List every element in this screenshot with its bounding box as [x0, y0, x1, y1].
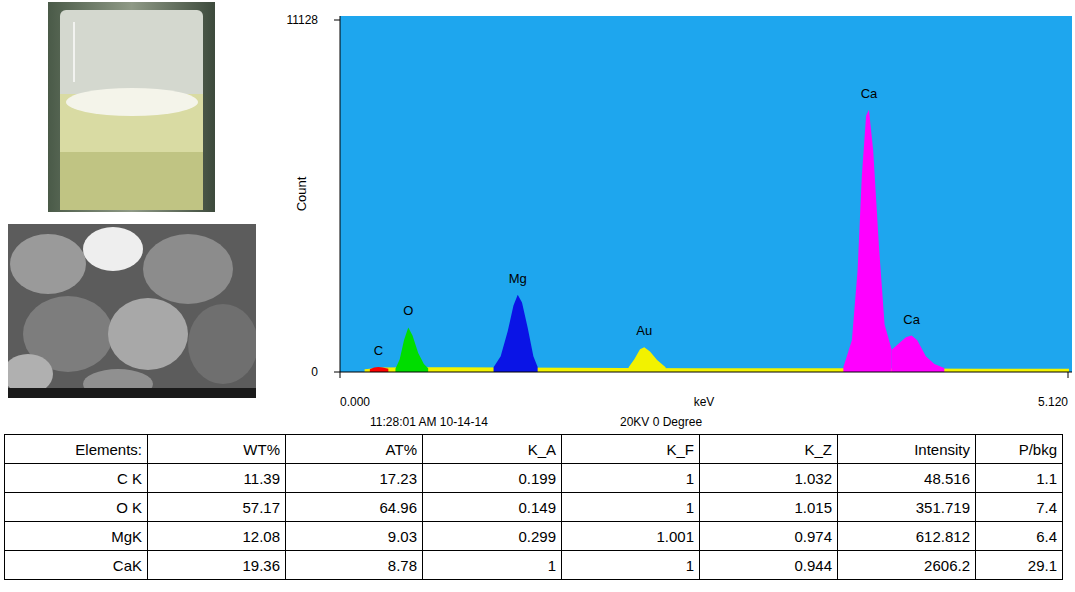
x-tick-label: 5.120	[1038, 395, 1068, 409]
table-cell: 0.944	[700, 551, 838, 580]
peak-area	[370, 367, 388, 372]
sem-photo	[8, 224, 256, 398]
x-axis-title: keV	[694, 395, 715, 409]
beaker-glass	[60, 10, 203, 210]
table-cell: 57.17	[148, 493, 286, 522]
table-cell: 0.149	[423, 493, 562, 522]
table-cell: 11.39	[148, 464, 286, 493]
peak-label: Ca	[903, 312, 920, 327]
table-cell: 1.015	[700, 493, 838, 522]
table-cell: 351.719	[838, 493, 976, 522]
plot-background	[340, 16, 1072, 372]
table-cell: 19.36	[148, 551, 286, 580]
table-cell: 612.812	[838, 522, 976, 551]
table-cell: 1.1	[976, 464, 1063, 493]
table-cell: 1	[423, 551, 562, 580]
particle	[10, 234, 86, 294]
header-cell: Intensity	[838, 435, 976, 464]
particle	[188, 304, 256, 384]
peak-area	[892, 336, 945, 372]
spectrum-chart: C O Mg Au Ca Ca 0 11128 0.000 5.120 keV Count 11:28:…	[0, 0, 1075, 434]
table-cell: 1	[562, 551, 700, 580]
x-tick	[1068, 372, 1069, 378]
table-cell: 9.03	[286, 522, 423, 551]
peak-label: O	[403, 303, 413, 318]
sediment	[60, 152, 203, 210]
header-cell: Elements:	[5, 435, 148, 464]
particle	[143, 234, 233, 304]
table-cell: 0.974	[700, 522, 838, 551]
table-cell: 0.199	[423, 464, 562, 493]
annotation: 11:28:01 AM 10-14-14	[370, 415, 488, 429]
y-tick-label: 11128	[286, 13, 318, 27]
header-cell: K_Z	[700, 435, 838, 464]
table-cell: 8.78	[286, 551, 423, 580]
table-header: Elements:WT%AT%K_AK_FK_ZIntensityP/bkg	[5, 435, 1063, 464]
table-row: O K57.1764.960.14911.015351.7197.4	[5, 493, 1063, 522]
table-cell: 7.4	[976, 493, 1063, 522]
table-cell: 29.1	[976, 551, 1063, 580]
table-cell: 17.23	[286, 464, 423, 493]
table-row: MgK12.089.030.2991.0010.974612.8126.4	[5, 522, 1063, 551]
y-tick	[334, 20, 340, 21]
table-cell: 48.516	[838, 464, 976, 493]
beaker-photo	[48, 2, 215, 212]
header-cell: WT%	[148, 435, 286, 464]
peak-label: Ca	[861, 86, 878, 101]
table-cell: 0.299	[423, 522, 562, 551]
table-row: C K11.3917.230.19911.03248.5161.1	[5, 464, 1063, 493]
table-row: CaK19.368.78110.9442606.229.1	[5, 551, 1063, 580]
table-cell: 12.08	[148, 522, 286, 551]
peak-label: Mg	[509, 271, 527, 286]
photo-background	[48, 2, 215, 212]
y-axis-title: Count	[294, 176, 309, 211]
y-tick	[334, 372, 340, 373]
y-axis-line	[340, 16, 341, 372]
liquid-surface	[66, 88, 198, 116]
table-cell: 1	[562, 464, 700, 493]
peak-labels: C O Mg Au Ca Ca	[374, 86, 921, 358]
table-cell: MgK	[5, 522, 148, 551]
table-cell: 2606.2	[838, 551, 976, 580]
peak-label: C	[374, 343, 383, 358]
table-cell: 6.4	[976, 522, 1063, 551]
sem-info-bar	[8, 388, 256, 398]
annotation: 20KV 0 Degree	[620, 415, 702, 429]
figure: C O Mg Au Ca Ca 0 11128 0.000 5.120 keV Count 11:28:…	[0, 0, 1075, 592]
table-cell: 1.032	[700, 464, 838, 493]
peak-area	[629, 347, 666, 372]
table-cell: O K	[5, 493, 148, 522]
table-cell: C K	[5, 464, 148, 493]
spectrum-background	[366, 368, 1068, 372]
table-cell: 1.001	[562, 522, 700, 551]
peak-label: Au	[636, 323, 652, 338]
x-tick-label: 0.000	[340, 395, 370, 409]
y-tick-label: 0	[311, 365, 318, 379]
glass-mark	[73, 22, 75, 82]
table-cell: CaK	[5, 551, 148, 580]
table-cell: 1	[562, 493, 700, 522]
header-cell: K_A	[423, 435, 562, 464]
header-cell: K_F	[562, 435, 700, 464]
peak-area	[843, 110, 891, 372]
peak-area	[395, 327, 428, 372]
x-tick	[340, 372, 341, 378]
peak-area	[494, 295, 538, 372]
particle	[108, 298, 188, 370]
results-table: Elements:WT%AT%K_AK_FK_ZIntensityP/bkgC …	[4, 434, 1063, 580]
header-cell: P/bkg	[976, 435, 1063, 464]
marks	[366, 110, 1068, 372]
x-axis-line	[340, 372, 1072, 373]
header-cell: AT%	[286, 435, 423, 464]
table-cell: 64.96	[286, 493, 423, 522]
particle	[83, 227, 143, 271]
